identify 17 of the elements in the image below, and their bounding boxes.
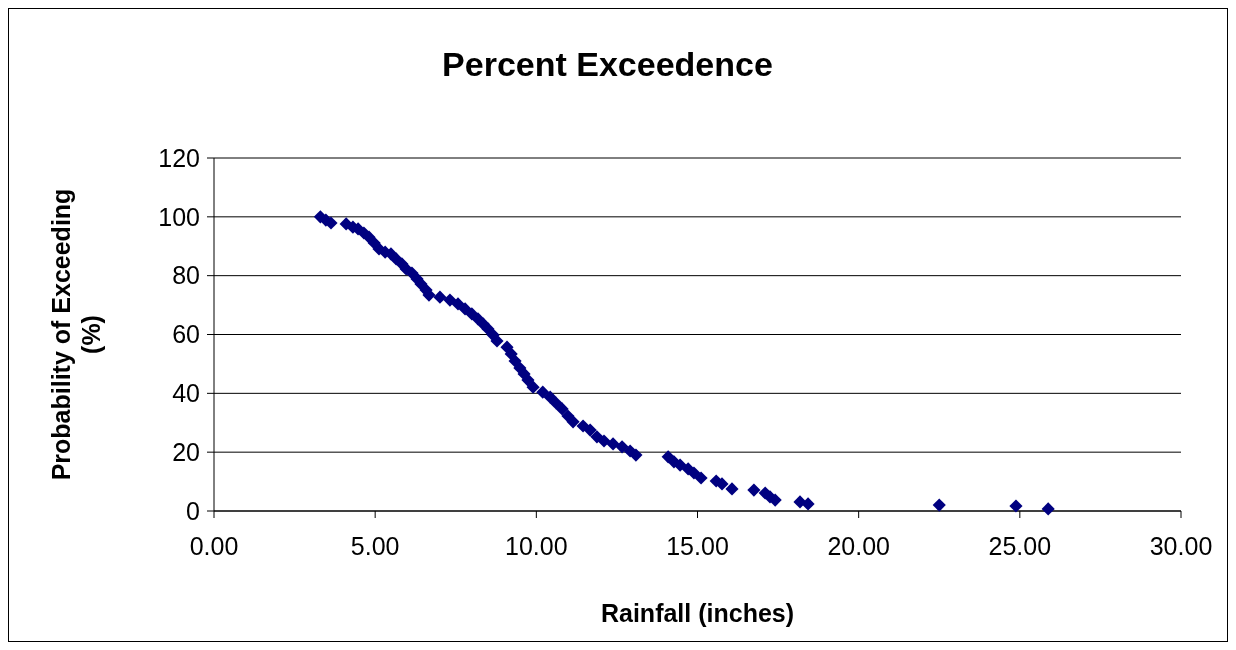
y-tick-label: 100 — [158, 202, 200, 231]
x-tick-label: 5.00 — [350, 532, 400, 560]
y-axis-title: Probability of Exceeding (%) — [47, 188, 105, 481]
x-tick-label: 20.00 — [827, 532, 890, 560]
y-tick-label: 80 — [172, 261, 200, 290]
y-tick-label: 0 — [186, 496, 200, 525]
x-tick-label: 15.00 — [666, 532, 729, 560]
y-tick-label: 60 — [172, 320, 200, 349]
x-tick-label: 30.00 — [1149, 532, 1213, 560]
x-tick-label: 25.00 — [988, 532, 1052, 560]
x-tick-label: 10.00 — [505, 532, 568, 560]
chart-title: Percent Exceedence — [442, 45, 773, 83]
y-tick-label: 40 — [172, 379, 200, 408]
y-tick-label: 120 — [158, 143, 200, 172]
x-axis-title: Rainfall (inches) — [600, 599, 795, 627]
y-tick-label: 20 — [172, 437, 200, 466]
x-tick-label: 0.00 — [189, 532, 239, 560]
